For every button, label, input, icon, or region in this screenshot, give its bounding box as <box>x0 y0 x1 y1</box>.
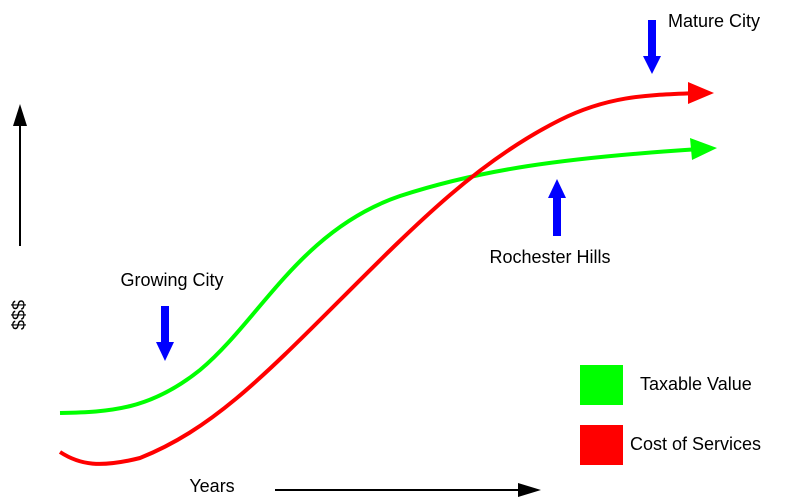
legend-swatch <box>580 365 623 405</box>
rochester-hills-arrow <box>548 179 566 236</box>
cost-of-services-arrowhead <box>688 82 714 104</box>
taxable-value-arrowhead <box>690 138 717 160</box>
legend-swatch <box>580 425 623 465</box>
legend: Taxable Value Cost of Services <box>580 365 761 465</box>
cost-of-services-curve <box>58 91 699 466</box>
axis-label: Years <box>189 476 234 496</box>
legend-label: Taxable Value <box>640 374 752 394</box>
axis-label: $$$ <box>9 300 29 330</box>
label: Mature City <box>668 11 760 31</box>
label: Rochester Hills <box>489 247 610 267</box>
taxable-value-curve <box>59 147 701 415</box>
label: Growing City <box>120 270 223 290</box>
growing-city-arrow <box>156 306 174 361</box>
legend-label: Cost of Services <box>630 434 761 454</box>
x-axis-arrow <box>275 483 541 497</box>
mature-city-arrow <box>643 20 661 74</box>
y-axis-arrow <box>13 104 27 246</box>
